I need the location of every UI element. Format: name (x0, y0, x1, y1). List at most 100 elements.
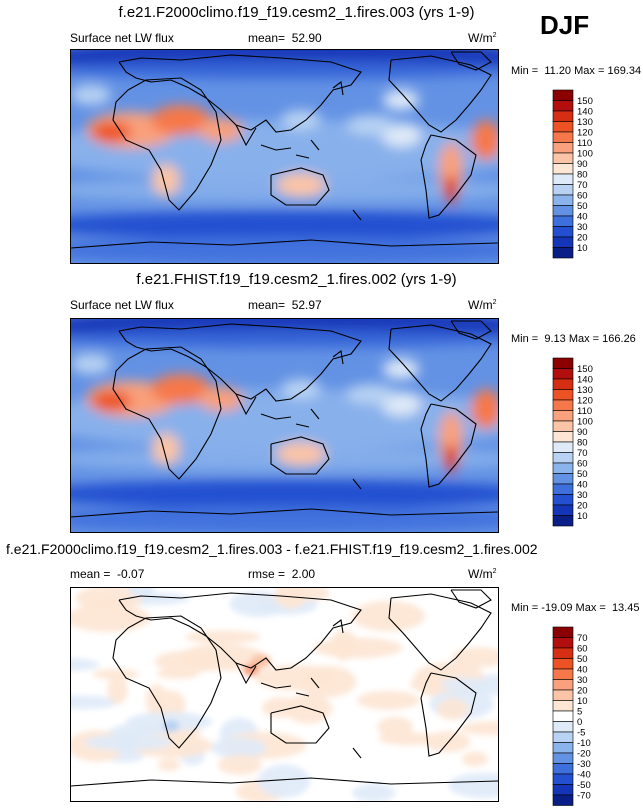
panel2-colorbar-swatch (552, 515, 574, 527)
panel3-coastline (260, 682, 292, 689)
panel2-colorbar-swatch (552, 420, 574, 432)
panel3-colorbar-label: 5 (577, 707, 582, 718)
panel3-coastline (112, 615, 222, 749)
panel2-colorbar-label: 50 (577, 469, 588, 480)
panel3-min: -19.09 (541, 602, 573, 614)
panel3-colorbar-label: 0 (577, 717, 582, 728)
panel1-field-blob (281, 110, 321, 130)
panel3-colorbar-swatch (552, 794, 574, 806)
panel2-coastline (420, 403, 477, 488)
panel3-map-svg (71, 588, 498, 801)
panel3-field-blob (331, 629, 357, 661)
panel1-colorbar-swatch (552, 215, 574, 227)
panel3-field-blob (448, 772, 498, 799)
panel3-field-blob (352, 783, 396, 801)
panel1-colorbar-swatch (552, 205, 574, 217)
panel2-colorbar-label: 150 (577, 364, 593, 375)
panel1-coastline (295, 154, 310, 159)
panel3-colorbar-swatch (552, 668, 574, 680)
panel3-max: 13.45 (611, 602, 640, 614)
panel2-colorbar-swatch (552, 378, 574, 390)
panel3-mean: mean = -0.07 (70, 567, 145, 581)
panel3-field-blob (128, 588, 155, 599)
panel1-field-blob (199, 118, 243, 142)
panel3-colorbar-label: 60 (577, 644, 588, 655)
panel3-title: f.e21.F2000climo.f19_f19.cesm2_1.fires.0… (6, 541, 538, 557)
panel1-mean: mean= 52.90 (248, 31, 322, 45)
panel1-mean-value: 52.90 (291, 31, 322, 45)
panel1-field-blob (71, 236, 498, 263)
panel2-colorbar-label: 130 (577, 385, 593, 396)
panel3-field-blob (377, 732, 439, 746)
panel3-colorbar-label: -40 (577, 770, 591, 781)
panel2-minmax: Min = 9.13 Max = 166.26 (511, 333, 636, 345)
panel3-colorbar-label: 40 (577, 665, 588, 676)
panel1-colorbar-label: 140 (577, 107, 593, 118)
panel3-field-blob (179, 643, 264, 669)
panel3-field-blob (461, 751, 488, 767)
panel2-field-blob (71, 329, 498, 349)
panel3-field-blob (257, 764, 311, 798)
panel1-field-blob (71, 85, 111, 105)
panel2-colorbar-label: 140 (577, 375, 593, 386)
panel1-colorbar-swatch (552, 131, 574, 143)
panel2-coastline (260, 413, 292, 420)
panel2-coastline (118, 323, 362, 402)
panel3-field-blob (460, 721, 498, 736)
panel1-coastline (332, 81, 344, 96)
panel3-field-blob (313, 637, 403, 659)
panel3-colorbar-swatch (552, 679, 574, 691)
panel1-coastline (71, 239, 498, 249)
panel1-colorbar-label: 150 (577, 96, 593, 107)
panel1-colorbar-label: 130 (577, 117, 593, 128)
panel2-field-blob (151, 374, 211, 404)
panel3-colorbar-label: -50 (577, 780, 591, 791)
panel2-colorbar-label: 70 (577, 448, 588, 459)
panel1-colorbar-swatch (552, 152, 574, 164)
panel1-coastline (450, 51, 492, 71)
panel1-colorbar-swatch (552, 110, 574, 122)
panel3-field-blob (84, 733, 172, 751)
panel2-colorbar-swatch (552, 357, 574, 369)
panel2-colorbar-swatch (552, 494, 574, 506)
panel3-rmse: rmse = 2.00 (248, 567, 316, 581)
panel1-field-blob (71, 211, 498, 239)
panel3-field-blob (437, 698, 469, 720)
panel1-field-blob (346, 115, 396, 135)
panel1-coastline (260, 144, 292, 151)
panel3-field-blob (255, 664, 338, 691)
panel1-coastline (270, 167, 330, 206)
panel1-colorbar-swatch (552, 236, 574, 248)
panel3-colorbar-swatch (552, 710, 574, 722)
panel2-colorbar-swatch (552, 473, 574, 485)
panel1-colorbar-label: 110 (577, 138, 592, 149)
panel3-colorbar-swatch (552, 637, 574, 649)
panel1-colorbar-swatch (552, 89, 574, 101)
panel1-field-blob (383, 90, 419, 110)
panel3-coastline (420, 672, 477, 757)
panel1-colorbar-label: 80 (577, 170, 588, 181)
panel1-colorbar-swatch (552, 100, 574, 112)
panel2-field (71, 319, 498, 532)
panel2-colorbar-swatch (552, 431, 574, 443)
panel3-field-blob (185, 630, 261, 644)
panel2-colorbar-swatch (552, 368, 574, 380)
panel1-colorbar-label: 60 (577, 191, 588, 202)
panel3-colorbar-label: -5 (577, 728, 585, 739)
panel2-colorbar-swatch (552, 483, 574, 495)
panel2-field-blob (91, 391, 131, 411)
panel3-colorbar-swatch (552, 752, 574, 764)
panel3-field-blob (210, 737, 266, 759)
panel3-colorbar-swatch (552, 721, 574, 733)
panel2-field-blob (383, 359, 419, 379)
panel1-field (71, 50, 498, 263)
panel3-map (70, 587, 499, 802)
panel3-colorbar-label: 30 (577, 675, 588, 686)
panel2-coastline (235, 393, 257, 416)
panel3-rmse-value: 2.00 (291, 567, 316, 581)
panel1-map (70, 49, 499, 264)
panel2-colorbar-label: 80 (577, 438, 588, 449)
panel1-units: W/m2 (468, 31, 497, 45)
